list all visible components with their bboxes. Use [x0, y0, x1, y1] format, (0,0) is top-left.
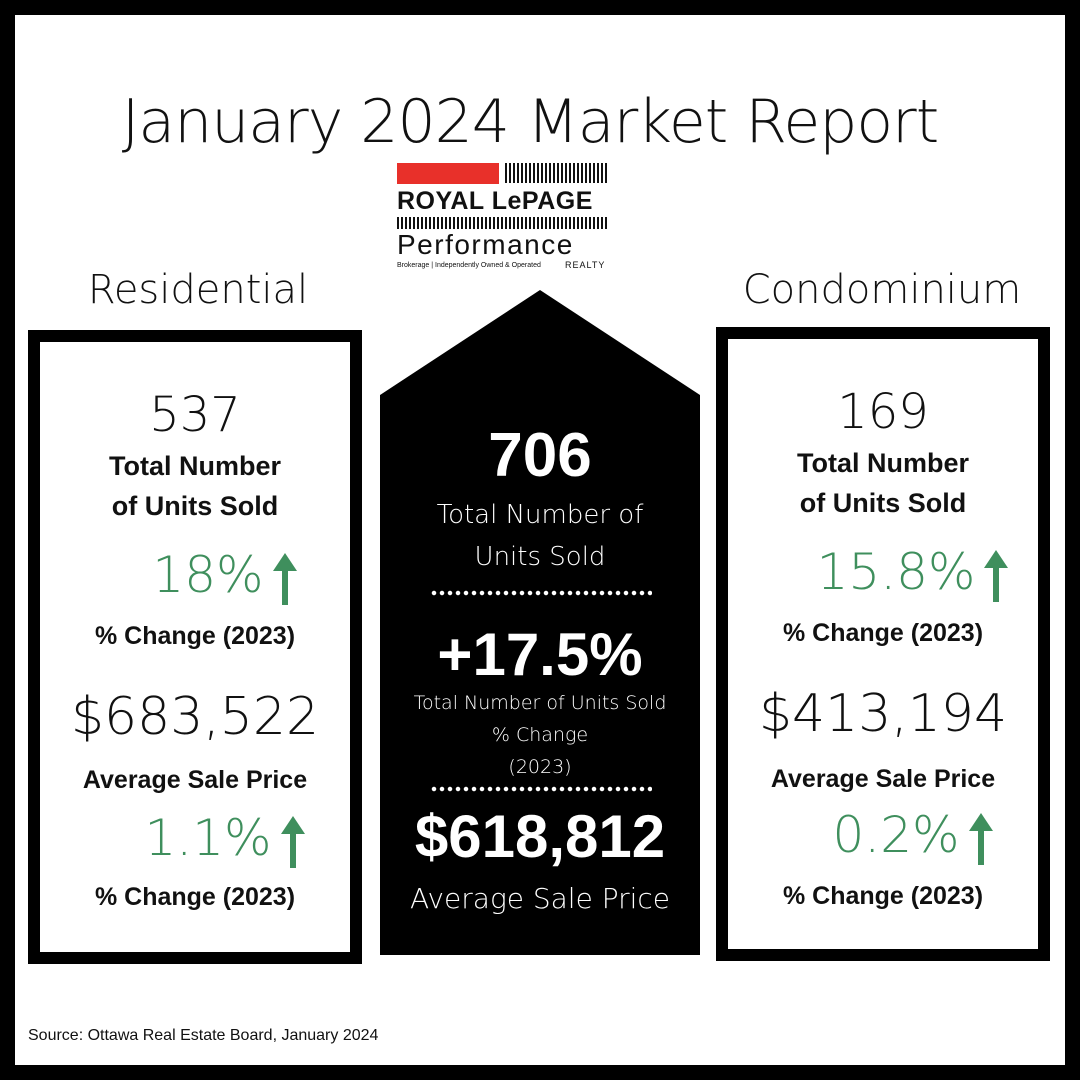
logo-red-bar — [397, 163, 499, 184]
logo-tagline: Brokerage | Independently Owned & Operat… — [397, 262, 541, 269]
residential-units-change: 18% — [40, 546, 350, 605]
condominium-avg-price: $413,194 — [758, 684, 1008, 744]
logo-brand: ROYAL LePAGE — [397, 187, 593, 215]
residential-avg-price: $683,522 — [70, 687, 320, 747]
total-house: 706 Total Number of Units Sold +17.5% To… — [380, 290, 700, 955]
logo-name: Performance — [397, 229, 574, 260]
total-avg-price: $618,812 — [414, 803, 666, 870]
residential-price-change-value: 1.1% — [144, 809, 272, 867]
residential-price-change: 1.1% — [40, 809, 350, 868]
condominium-units-label-2: of Units Sold — [799, 488, 967, 518]
condominium-units-change-value: 15.8% — [816, 543, 976, 601]
residential-panel: 537 Total Number of Units Sold 18% % Cha… — [28, 330, 362, 964]
total-change-label-2: % Change — [491, 724, 589, 746]
condominium-price-change: 0.2% — [728, 806, 1038, 865]
condominium-avg-price-label: Average Sale Price — [770, 765, 996, 793]
total-change: +17.5% — [437, 621, 643, 688]
total-units-label-1: Total Number of — [436, 500, 644, 530]
royal-lepage-logo: ROYAL LePAGE Performance Brokerage | Ind… — [397, 163, 609, 273]
total-change-label-3: (2023) — [508, 756, 572, 778]
condominium-panel: 169 Total Number of Units Sold 15.8% % C… — [716, 327, 1050, 961]
total-change-label-1: Total Number of Units Sold — [413, 692, 667, 714]
condominium-units: 169 — [837, 384, 929, 440]
arrow-up-icon — [984, 549, 1009, 602]
arrow-up-icon — [968, 812, 993, 865]
condominium-units-label-1: Total Number — [796, 448, 969, 478]
logo-stripes — [505, 163, 609, 183]
arrow-up-icon — [272, 552, 297, 605]
total-avg-price-label: Average Sale Price — [409, 882, 671, 915]
residential-units-label-1: Total Number — [108, 451, 281, 481]
logo-stripes — [397, 217, 609, 229]
source-note: Source: Ottawa Real Estate Board, Januar… — [28, 1027, 379, 1044]
residential-avg-price-label: Average Sale Price — [82, 766, 308, 794]
condominium-heading: Condominium — [742, 267, 1022, 313]
divider-dots — [430, 786, 652, 792]
divider-dots — [430, 590, 652, 596]
residential-units: 537 — [149, 387, 241, 443]
total-units-label-2: Units Sold — [474, 542, 606, 572]
condominium-units-change-label: % Change (2023) — [782, 619, 984, 647]
residential-units-change-value: 18% — [152, 546, 264, 604]
arrow-up-icon — [280, 815, 305, 868]
residential-price-change-label: % Change (2023) — [94, 883, 296, 911]
infographic: January 2024 Market Report ROYAL LePAGE … — [15, 15, 1065, 1065]
residential-units-label-2: of Units Sold — [111, 491, 279, 521]
condominium-price-change-label: % Change (2023) — [782, 882, 984, 910]
total-units: 706 — [488, 421, 592, 490]
condominium-units-change: 15.8% — [728, 543, 1038, 602]
page-title: January 2024 Market Report — [121, 87, 940, 157]
condominium-price-change-value: 0.2% — [832, 806, 960, 864]
logo-realty: REALTY — [565, 260, 606, 270]
residential-heading: Residential — [87, 267, 309, 313]
residential-units-change-label: % Change (2023) — [94, 622, 296, 650]
